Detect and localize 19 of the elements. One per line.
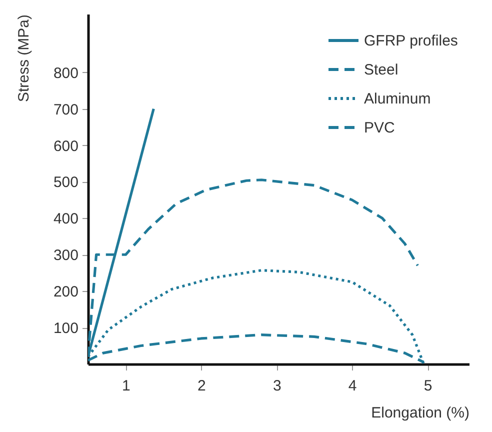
y-tick-label: 600	[53, 138, 78, 155]
y-tick-label: 200	[53, 284, 78, 301]
legend-label: GFRP profiles	[364, 32, 458, 50]
y-tick-label: 700	[53, 101, 78, 118]
x-tick-label: 3	[272, 378, 282, 394]
y-tick-label: 800	[53, 64, 78, 82]
x-tick-label: 5	[424, 378, 432, 394]
legend-label: Aluminum	[364, 90, 431, 108]
y-axis-title: Stress (MPa)	[16, 14, 32, 102]
y-tick-label: 400	[53, 210, 78, 228]
y-tick-label: 100	[53, 320, 78, 338]
y-tick-label: 500	[53, 174, 78, 192]
x-tick-label: 4	[348, 378, 357, 394]
legend-label: PVC	[364, 120, 396, 136]
y-tick-label: 300	[53, 247, 78, 264]
x-axis-title: Elongation (%)	[371, 404, 470, 422]
x-tick-label: 1	[122, 378, 130, 394]
x-tick-label: 2	[197, 378, 206, 394]
legend-label: Steel	[364, 62, 398, 78]
